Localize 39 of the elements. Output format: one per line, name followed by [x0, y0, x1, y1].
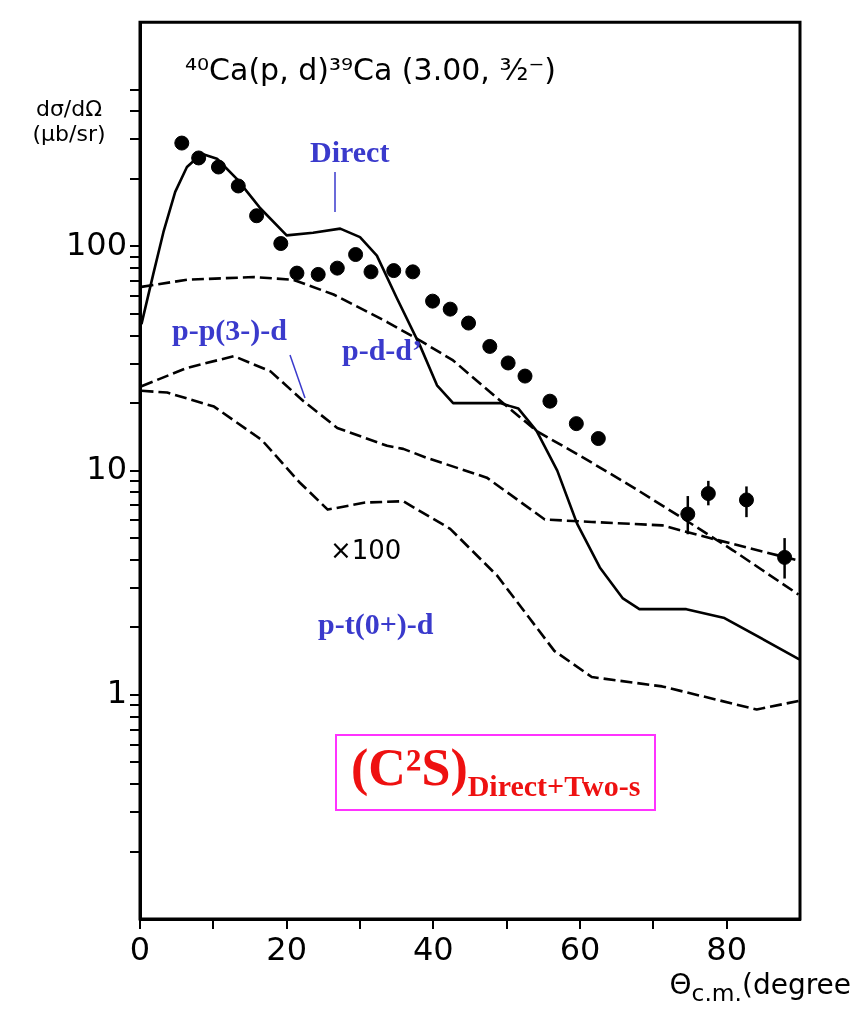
x-tick-label: 20 [266, 929, 308, 968]
x-tick-label: 40 [412, 929, 454, 968]
annotation: (C²S)$_{Direct+Two-s}$ [335, 734, 657, 812]
point [174, 135, 190, 151]
x-tick-label: 80 [706, 929, 748, 968]
point [568, 416, 584, 432]
point [425, 293, 441, 309]
point [386, 263, 402, 279]
point [329, 260, 345, 276]
point [442, 301, 458, 317]
point [500, 355, 516, 371]
x-axis-title: Θ$_{c.m.}$(degree [669, 968, 851, 1007]
point [210, 159, 226, 175]
y-axis-title: dσ/dΩ (μb/sr) [31, 96, 107, 146]
annotation: ×100 [330, 535, 402, 565]
point [542, 393, 558, 409]
x-tick-label: 60 [559, 929, 601, 968]
point [273, 236, 289, 252]
text: p-t(0+)-d [318, 607, 434, 641]
point [482, 338, 498, 354]
point [249, 208, 265, 224]
y-tick-label: 10 [86, 448, 127, 487]
x-tick-label: 0 [129, 929, 151, 968]
text: ⁴⁰Ca(p, d)³⁹Ca (3.00, ³⁄₂⁻) [185, 52, 557, 87]
point [461, 315, 477, 331]
point [348, 247, 364, 263]
y-tick-label: 100 [65, 224, 127, 263]
point [289, 265, 305, 281]
point [363, 264, 379, 280]
point [590, 431, 606, 447]
point [191, 150, 207, 166]
series-label: p-d-d’ [342, 333, 423, 366]
point [405, 264, 421, 280]
point [230, 178, 246, 194]
text: Direct [310, 135, 390, 168]
series-label: p-p(3-)-d [172, 313, 288, 347]
point [310, 266, 326, 282]
y-tick-label: 1 [106, 673, 127, 712]
point [517, 368, 533, 384]
